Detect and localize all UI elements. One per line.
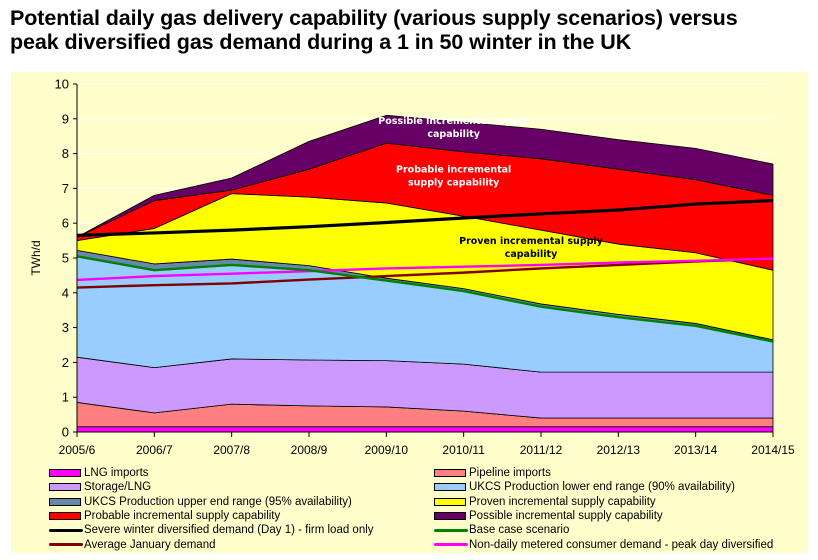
legend-label: UKCS Production lower end range (90% ava…: [469, 481, 735, 494]
legend-swatch-box: [434, 469, 466, 477]
legend-swatch-box: [434, 511, 466, 520]
legend-label: Pipeline imports: [469, 467, 551, 479]
legend-label: Base case scenario: [469, 524, 570, 537]
legend-label: Average January demand: [84, 538, 216, 551]
x-tick-label: 2014/15: [751, 443, 795, 457]
legend-swatch-box: [49, 497, 81, 506]
y-tick-label: 1: [62, 390, 69, 405]
legend-item: Severe winter diversified demand (Day 1)…: [49, 523, 374, 537]
y-tick-label: 6: [62, 216, 69, 231]
legend-label: Possible incremental supply capability: [469, 509, 663, 522]
area-chart: 0 1 2 3 4 5 6 7 8 9 10 2005/6 2006/7 2007/8 2008/9 2009…: [29, 77, 795, 458]
legend-label: Probable incremental supply capability: [84, 509, 281, 522]
legend-item: Non-daily metered consumer demand - peak…: [434, 538, 773, 552]
legend-label: Non-daily metered consumer demand - peak…: [469, 538, 774, 551]
annotation-label: capability: [505, 249, 558, 260]
x-tick-label: 2013/14: [674, 443, 718, 457]
legend-swatch-box: [49, 483, 81, 492]
x-tick-label: 2012/13: [597, 443, 641, 457]
legend-swatch-line: [434, 528, 468, 532]
line-base-case-scenario: [76, 255, 774, 343]
chart-title-line-1: Potential daily gas delivery capability …: [10, 6, 738, 30]
line-severe-winter-diversified-demand-day-1-firm-load-only: [76, 198, 774, 237]
legend-item: Pipeline imports: [434, 466, 551, 480]
legend-label: Proven incremental supply capability: [469, 495, 656, 508]
legend-item: Probable incremental supply capability: [49, 509, 280, 523]
legend-item: LNG imports: [49, 466, 149, 480]
legend-item: UKCS Production upper end range (95% ava…: [49, 495, 352, 509]
y-tick-label: 10: [55, 77, 69, 92]
x-tick-label: 2009/10: [365, 443, 409, 457]
legend-swatch-box: [434, 497, 466, 506]
legend-item: Storage/LNG: [49, 480, 151, 494]
y-tick-label: 7: [62, 181, 69, 196]
y-tick-label: 3: [62, 320, 69, 335]
line-average-january-demand: [76, 257, 774, 289]
legend-item: Base case scenario: [434, 523, 569, 537]
legend-swatch-line: [49, 528, 83, 532]
area-possible-incremental-supply-capability: [76, 114, 774, 238]
legend-swatch-box: [49, 511, 81, 520]
legend-swatch-box: [434, 483, 466, 492]
y-tick-label: 0: [62, 425, 69, 440]
annotation-label: Proven incremental supply: [459, 236, 604, 247]
legend-item: Possible incremental supply capability: [434, 509, 663, 523]
x-tick-label: 2007/8: [213, 443, 250, 457]
annotation-label: Possible incremental supply: [378, 116, 530, 127]
x-tick-label: 2010/11: [442, 443, 485, 457]
annotation-label: capability: [427, 129, 480, 140]
legend-label: UKCS Production upper end range (95% ava…: [84, 495, 352, 508]
y-tick-label: 5: [62, 251, 69, 266]
legend-swatch-line: [49, 543, 83, 546]
legend: LNG imports Storage/LNG UKCS Production up…: [0, 463, 818, 555]
legend-swatch-line: [434, 543, 468, 546]
x-tick-label: 2006/7: [136, 443, 173, 457]
legend-label: Storage/LNG: [84, 481, 152, 494]
y-axis-label: TWh/d: [29, 240, 43, 275]
x-tick-label: 2005/6: [59, 443, 96, 457]
legend-item: Proven incremental supply capability: [434, 495, 656, 509]
annotation-label: Probable incremental: [396, 165, 511, 176]
line-non-daily-metered-consumer-demand-peak-day-diversified: [76, 257, 774, 282]
area-annotations: Possible incremental supply capability Pro…: [378, 116, 603, 260]
y-tick-label: 4: [62, 285, 69, 300]
legend-label: LNG imports: [84, 467, 149, 479]
chart-title-line-2: peak diversified gas demand during a 1 i…: [10, 30, 632, 54]
x-tick-label: 2011/12: [520, 443, 563, 457]
demand-lines: [76, 198, 774, 343]
y-tick-label: 8: [62, 146, 69, 161]
y-tick-label: 9: [62, 111, 69, 126]
chart-title: Potential daily gas delivery capability …: [10, 6, 810, 54]
y-tick-label: 2: [62, 355, 69, 370]
axes: 0 1 2 3 4 5 6 7 8 9 10 2005/6 2006/7 2007/8 2008/9 2009…: [29, 77, 795, 458]
area-lng-imports: [76, 426, 774, 433]
legend-item: UKCS Production lower end range (90% ava…: [434, 480, 735, 494]
legend-swatch-box: [49, 469, 81, 477]
x-tick-label: 2008/9: [291, 443, 328, 457]
legend-item: Average January demand: [49, 538, 216, 552]
annotation-label: supply capability: [408, 178, 500, 189]
legend-label: Severe winter diversified demand (Day 1)…: [84, 524, 374, 537]
